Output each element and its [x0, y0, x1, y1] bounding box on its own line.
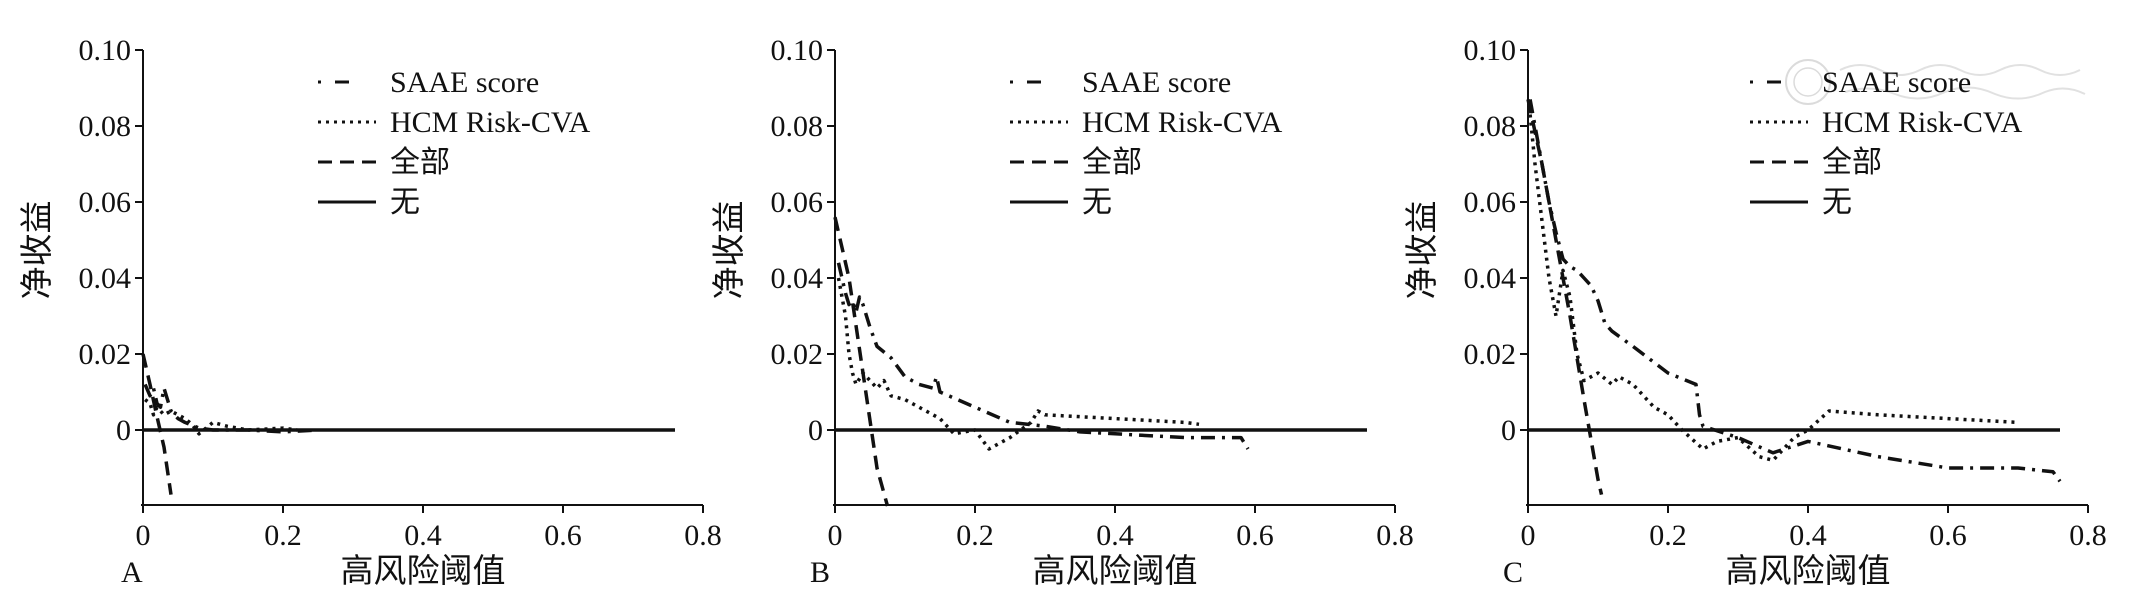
series-line-dashdot [1528, 99, 2062, 483]
y-tick-label: 0.02 [771, 338, 824, 371]
legend-label: 全部 [1082, 146, 1142, 179]
legend-label: HCM Risk-CVA [390, 106, 591, 139]
x-tick-label: 0 [136, 519, 151, 552]
chart-panel-b: 0 0.02 0.04 0.06 0.08 0.10 0 0.2 0.4 0.6 0.8 高风险阈值 净… [711, 34, 1414, 590]
y-tick-label: 0.08 [79, 110, 132, 143]
x-tick-label: 0.6 [1236, 519, 1274, 552]
x-tick-label: 0.8 [684, 519, 722, 552]
y-tick-label: 0.06 [1464, 186, 1517, 219]
chart-panel-a: 0 0.02 0.04 0.06 0.08 0.10 0 0.2 0.4 0.6 0.8 高风险阈值 净… [19, 34, 722, 590]
series-line-dashed [1526, 99, 1604, 495]
series-line-dashdot [836, 262, 1250, 450]
x-tick-label: 0 [1521, 519, 1536, 552]
x-tick-label: 0.4 [404, 519, 442, 552]
legend-label: 无 [1082, 186, 1112, 219]
legend-label: SAAE score [1082, 66, 1231, 99]
series-line-dotted [1528, 114, 2019, 463]
watermark-stamp [1785, 59, 2086, 105]
y-tick-label: 0.02 [79, 338, 132, 371]
legend-label: HCM Risk-CVA [1822, 106, 2023, 139]
legend-label: 无 [390, 186, 420, 219]
y-tick-label: 0.04 [1464, 262, 1517, 295]
legend-label: 全部 [390, 146, 450, 179]
x-axis-label: 高风险阈值 [1033, 553, 1198, 590]
y-tick-label: 0.10 [79, 34, 132, 67]
panel-label: A [121, 556, 143, 589]
x-tick-label: 0.2 [264, 519, 302, 552]
y-axis-label: 净收益 [711, 201, 748, 300]
x-tick-label: 0.2 [1649, 519, 1687, 552]
y-tick-label: 0.02 [1464, 338, 1517, 371]
series-line-dashdot [143, 383, 319, 434]
series-line-dashed [833, 216, 890, 507]
x-tick-label: 0.4 [1096, 519, 1134, 552]
series-line-dotted [836, 277, 1200, 451]
x-tick-label: 0.2 [956, 519, 994, 552]
y-tick-label: 0.06 [771, 186, 824, 219]
y-tick-label: 0.06 [79, 186, 132, 219]
x-tick-label: 0.8 [1376, 519, 1414, 552]
x-tick-label: 0 [828, 519, 843, 552]
y-tick-label: 0.10 [771, 34, 824, 67]
x-tick-label: 0.6 [544, 519, 582, 552]
y-tick-label: 0.10 [1464, 34, 1517, 67]
x-tick-label: 0.8 [2069, 519, 2107, 552]
legend-label: SAAE score [1822, 66, 1971, 99]
x-tick-label: 0.6 [1929, 519, 1967, 552]
legend-label: 全部 [1822, 146, 1882, 179]
x-axis-label: 高风险阈值 [1726, 553, 1891, 590]
y-axis-label: 净收益 [19, 201, 56, 300]
y-axis-label: 净收益 [1404, 201, 1441, 300]
y-tick-label: 0 [808, 414, 823, 447]
y-tick-label: 0.08 [1464, 110, 1517, 143]
chart-panel-c: 0 0.02 0.04 0.06 0.08 0.10 0 0.2 0.4 0.6 0.8 高风险阈值 净… [1404, 34, 2107, 590]
y-tick-label: 0.04 [771, 262, 824, 295]
y-tick-label: 0 [1501, 414, 1516, 447]
series-line-dashed [141, 353, 173, 495]
legend-label: 无 [1822, 186, 1852, 219]
y-tick-label: 0.08 [771, 110, 824, 143]
legend-label: HCM Risk-CVA [1082, 106, 1283, 139]
legend-label: SAAE score [390, 66, 539, 99]
x-tick-label: 0.4 [1789, 519, 1827, 552]
y-tick-label: 0.04 [79, 262, 132, 295]
panel-label: C [1503, 556, 1523, 589]
panel-label: B [810, 556, 830, 589]
x-axis-label: 高风险阈值 [341, 553, 506, 590]
y-tick-label: 0 [116, 414, 131, 447]
